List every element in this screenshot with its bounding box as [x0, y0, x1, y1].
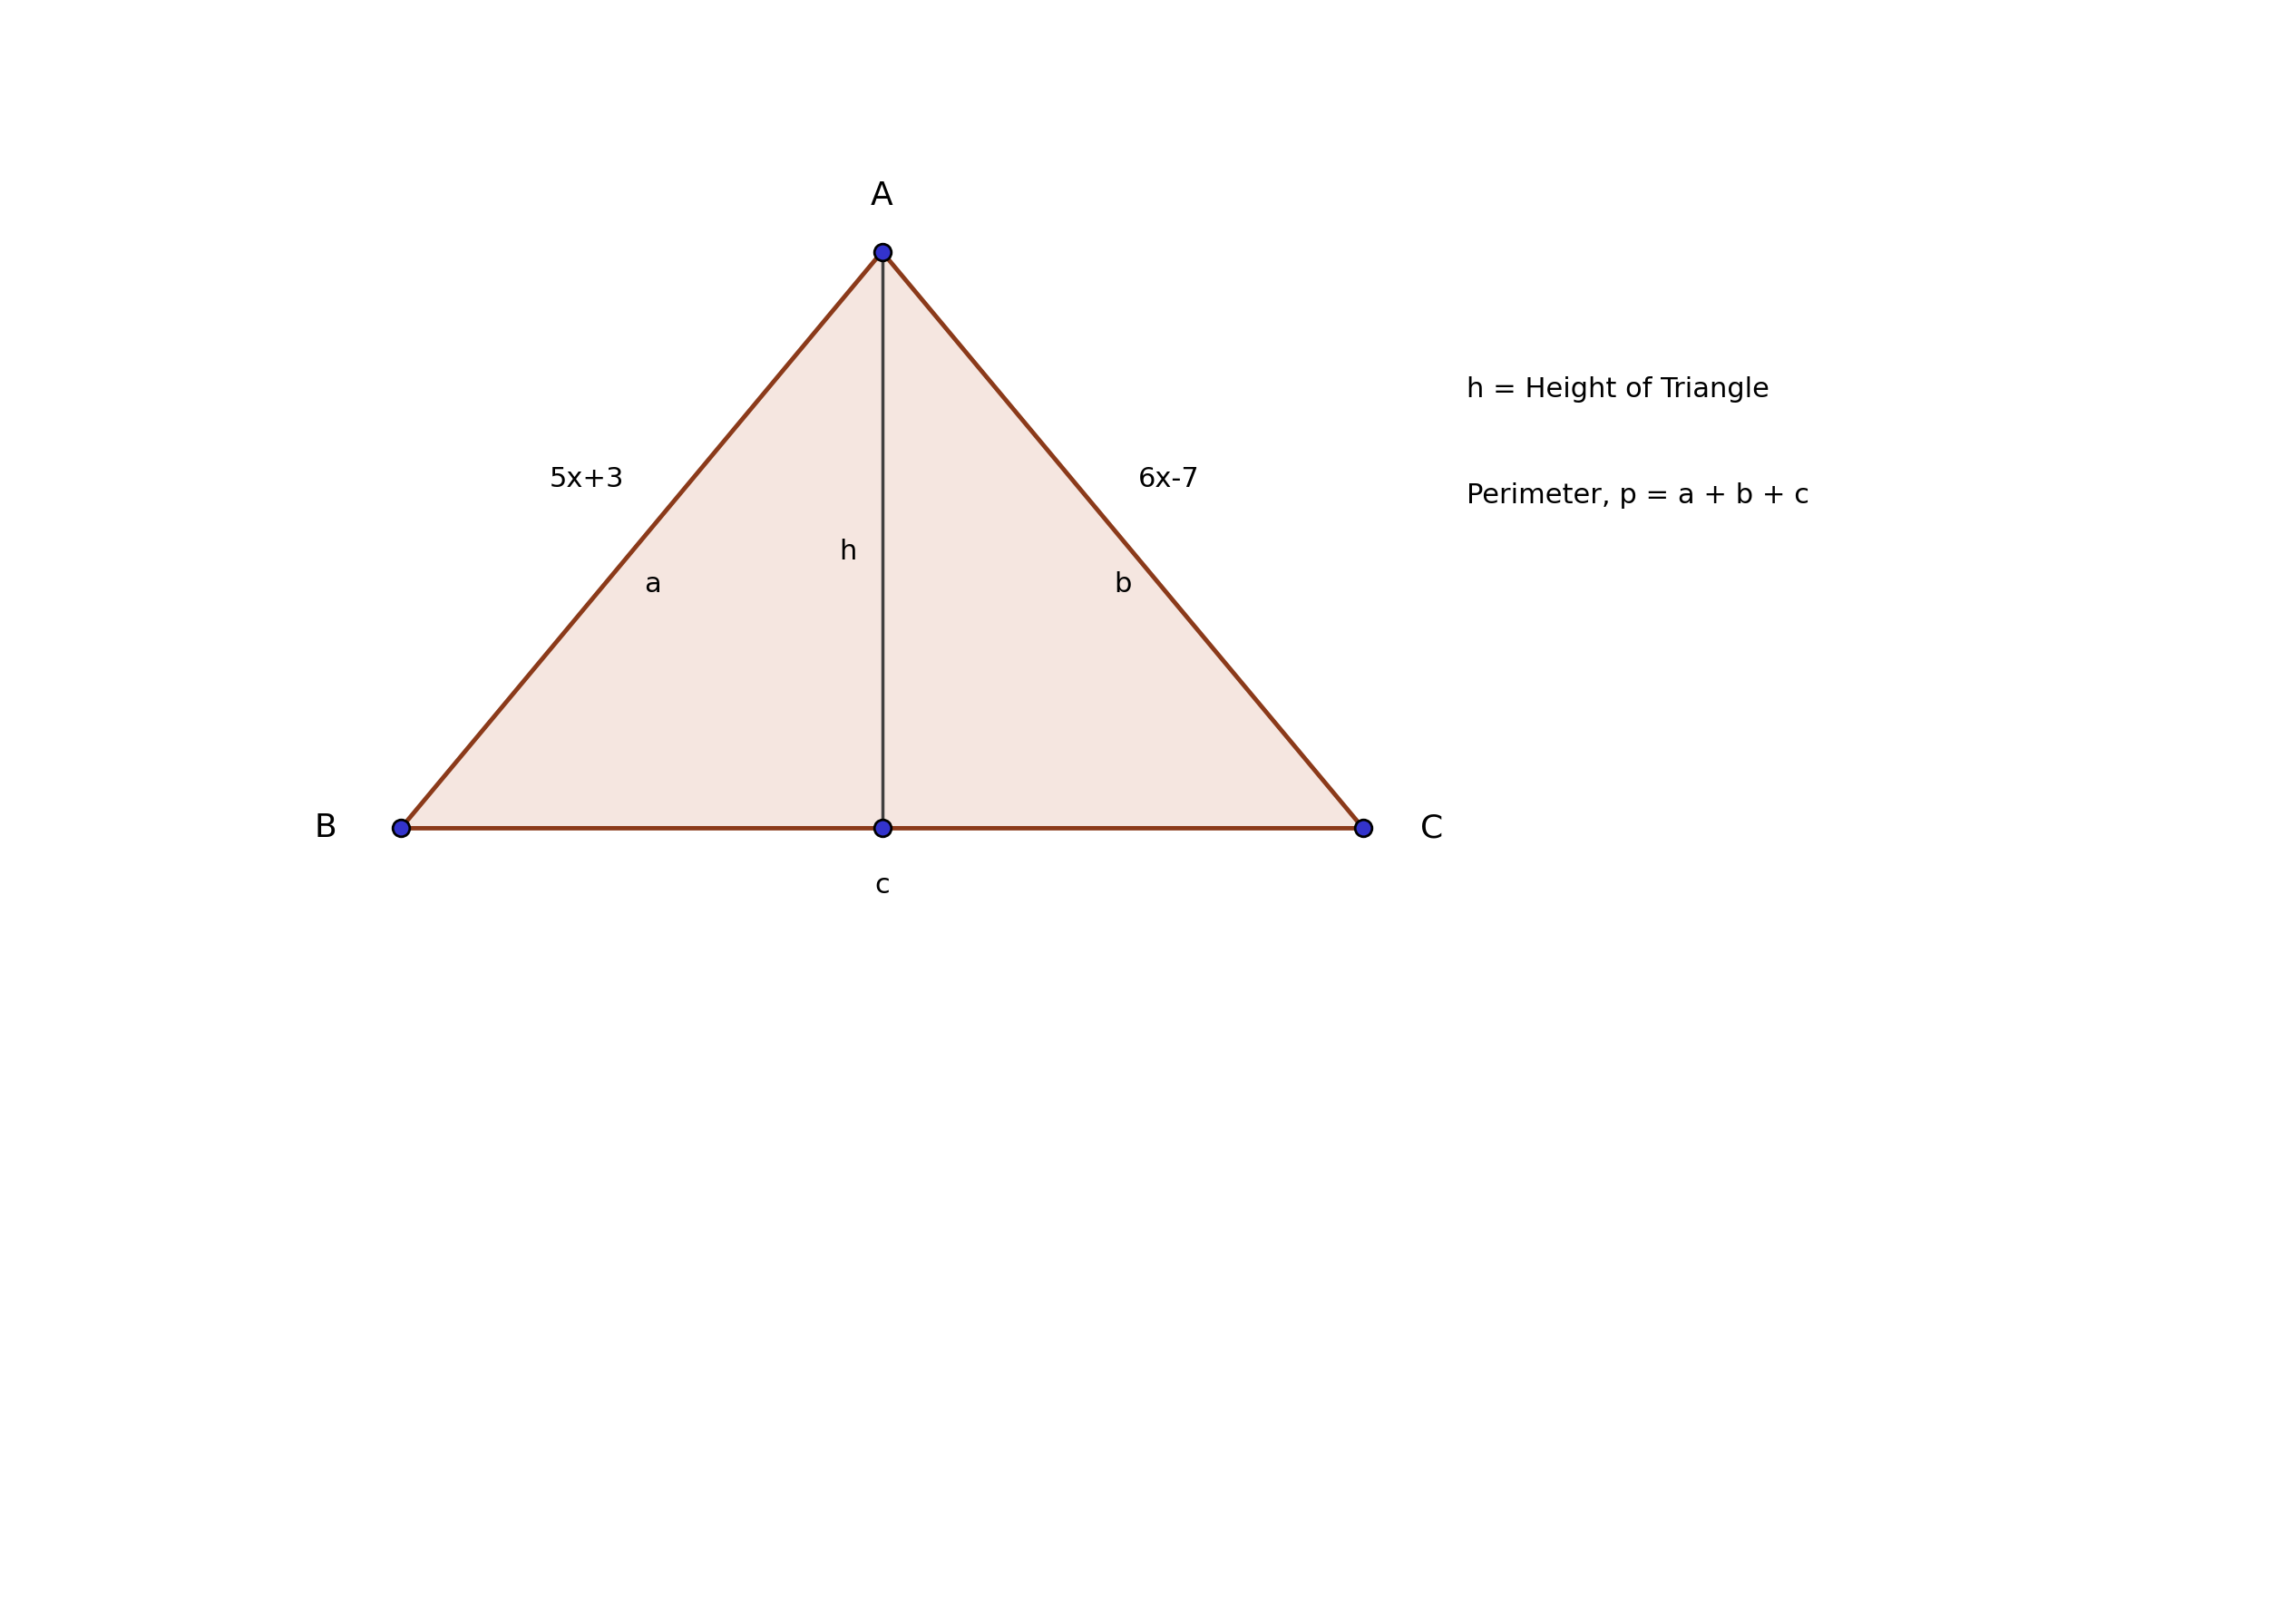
Text: A: A — [871, 180, 893, 211]
Text: 5x+3: 5x+3 — [550, 466, 623, 492]
Text: 6x-7: 6x-7 — [1139, 466, 1198, 492]
Text: h: h — [839, 539, 857, 565]
Point — [1345, 815, 1381, 841]
Text: B: B — [314, 814, 337, 843]
Point — [383, 815, 419, 841]
Text: c: c — [875, 872, 889, 898]
Point — [864, 815, 900, 841]
Text: a: a — [644, 572, 662, 598]
Text: C: C — [1420, 814, 1443, 843]
Polygon shape — [401, 252, 1363, 828]
Text: Perimeter, p = a + b + c: Perimeter, p = a + b + c — [1466, 482, 1810, 508]
Point — [864, 239, 900, 265]
Text: b: b — [1113, 572, 1132, 598]
Text: h = Height of Triangle: h = Height of Triangle — [1466, 377, 1769, 403]
